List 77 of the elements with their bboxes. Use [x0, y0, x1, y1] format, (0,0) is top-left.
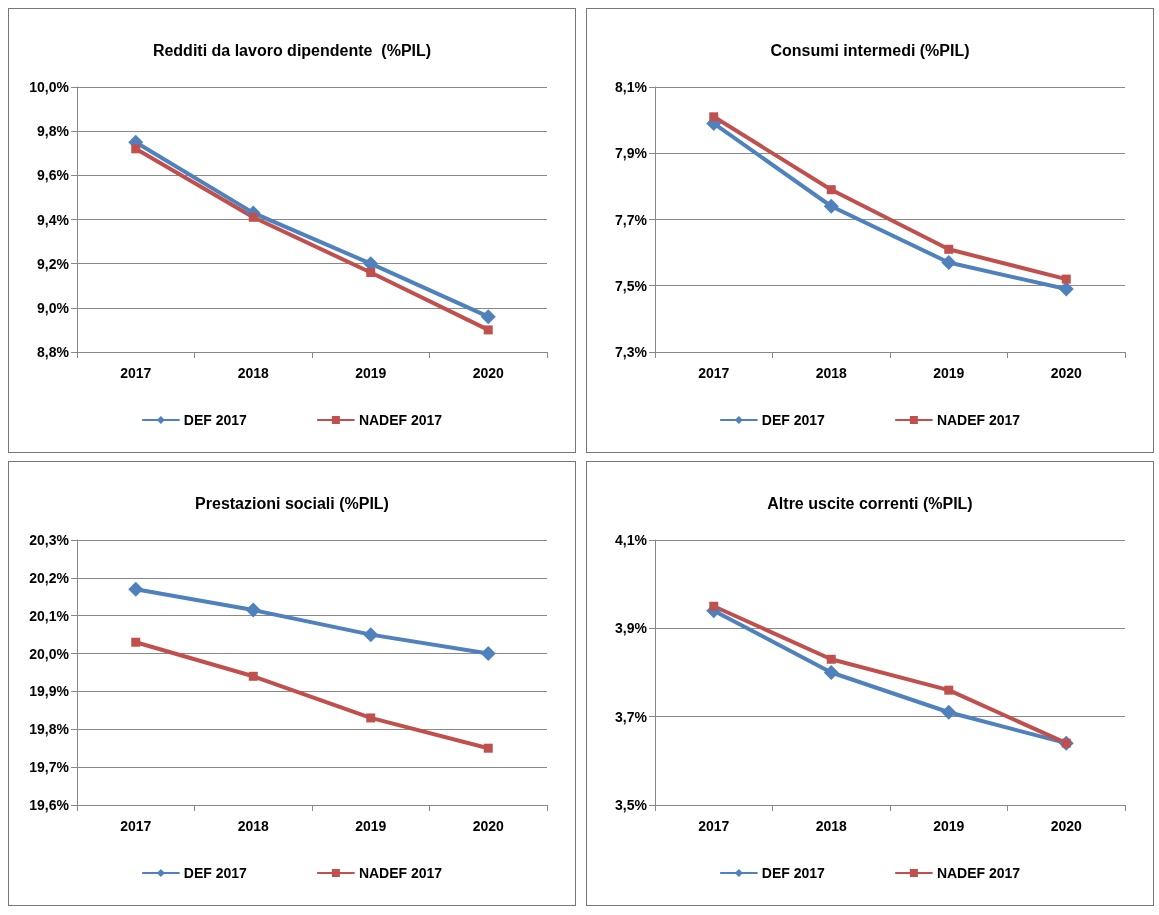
x-tick-label: 2018 — [237, 365, 270, 381]
chart-title: Consumi intermedi (%PIL) — [770, 41, 970, 59]
y-tick-label: 19,8% — [29, 721, 70, 738]
point — [131, 144, 141, 154]
y-tick-label: 19,7% — [29, 759, 70, 776]
point — [709, 601, 719, 611]
point — [483, 743, 493, 753]
y-tick-label: 3,9% — [615, 620, 648, 637]
x-tick-label: 2017 — [120, 365, 152, 381]
y-tick-label: 8,8% — [37, 344, 70, 360]
y-tick-label: 8,1% — [615, 79, 648, 95]
x-tick-label: 2019 — [355, 365, 387, 381]
y-tick-label: 3,7% — [615, 708, 648, 725]
point — [941, 255, 957, 271]
x-tick-label: 2018 — [237, 818, 270, 834]
point — [823, 665, 839, 680]
point — [245, 602, 261, 618]
x-tick-label: 2018 — [815, 818, 848, 834]
x-tick-label: 2020 — [472, 365, 505, 381]
legend-label: DEF 2017 — [761, 865, 826, 881]
legend-label: DEF 2017 — [183, 412, 248, 428]
chart-title: Prestazioni sociali (%PIL) — [195, 494, 389, 512]
point — [826, 654, 836, 664]
x-tick-label: 2020 — [1050, 818, 1083, 834]
point — [826, 185, 836, 195]
point — [131, 637, 141, 647]
point — [366, 713, 376, 723]
point — [709, 112, 719, 122]
y-tick-label: 9,8% — [37, 123, 70, 140]
legend-label: DEF 2017 — [761, 412, 826, 428]
y-tick-label: 19,9% — [29, 683, 70, 700]
point — [483, 325, 493, 335]
point — [128, 581, 144, 597]
legend-label: NADEF 2017 — [358, 865, 443, 881]
point — [480, 309, 496, 325]
point — [944, 244, 954, 254]
point — [366, 268, 376, 277]
y-tick-label: 7,5% — [615, 277, 648, 294]
y-tick-label: 4,1% — [615, 532, 648, 548]
x-tick-label: 2019 — [933, 365, 965, 381]
x-tick-label: 2018 — [815, 365, 848, 381]
legend-label: DEF 2017 — [183, 865, 248, 881]
y-tick-label: 20,1% — [29, 607, 70, 624]
point — [1061, 274, 1071, 284]
y-tick-label: 20,3% — [29, 532, 70, 548]
chart-title: Redditi da lavoro dipendente (%PIL) — [152, 41, 432, 59]
point — [1058, 281, 1074, 297]
y-tick-label: 20,0% — [29, 645, 70, 662]
point — [248, 212, 258, 222]
legend-label: NADEF 2017 — [936, 865, 1021, 881]
x-tick-label: 2017 — [698, 818, 730, 834]
point — [480, 646, 496, 662]
x-tick-label: 2020 — [472, 818, 505, 834]
x-tick-label: 2017 — [120, 818, 152, 834]
y-tick-label: 7,7% — [615, 211, 648, 228]
x-tick-label: 2019 — [355, 818, 387, 834]
chart-title: Altre uscite correnti (%PIL) — [767, 494, 973, 512]
y-tick-label: 19,6% — [29, 797, 70, 813]
point — [363, 627, 379, 643]
y-tick-label: 20,2% — [29, 569, 70, 586]
point — [823, 198, 839, 214]
legend-label: NADEF 2017 — [936, 412, 1021, 428]
y-tick-label: 7,9% — [615, 145, 648, 162]
x-tick-label: 2020 — [1050, 365, 1083, 381]
y-tick-label: 9,6% — [37, 167, 70, 184]
x-tick-label: 2019 — [933, 818, 965, 834]
legend-label: NADEF 2017 — [358, 412, 443, 428]
y-tick-label: 9,2% — [37, 255, 70, 272]
y-tick-label: 7,3% — [615, 344, 648, 360]
x-tick-label: 2017 — [698, 365, 730, 381]
point — [248, 671, 258, 681]
y-tick-label: 10,0% — [29, 79, 70, 95]
y-tick-label: 9,0% — [37, 299, 70, 316]
point — [944, 685, 954, 695]
y-tick-label: 3,5% — [615, 797, 648, 813]
point — [941, 704, 957, 720]
y-tick-label: 9,4% — [37, 211, 70, 228]
